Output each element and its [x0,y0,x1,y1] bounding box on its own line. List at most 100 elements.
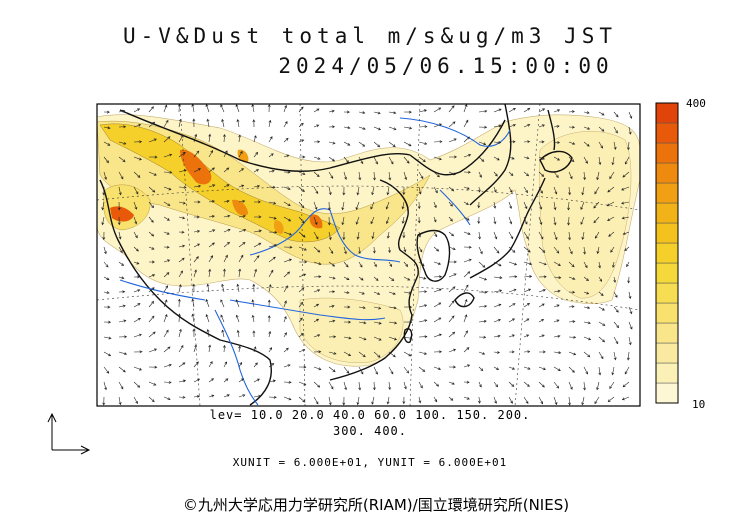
wind-arrow [235,314,240,323]
wind-arrow [538,334,545,338]
wind-arrow [163,136,171,143]
wind-arrow [343,246,347,255]
wind-arrow [598,306,605,311]
wind-vector-field [101,104,633,406]
wind-arrow [463,201,469,205]
wind-arrow [133,231,138,239]
wind-arrow [328,171,334,179]
wind-arrow [298,201,305,209]
wind-arrow [433,186,438,194]
wind-arrow [626,351,630,361]
colorbar-swatch [655,222,679,244]
wind-arrow [253,394,262,398]
wind-arrow [493,366,500,370]
wind-arrow [388,366,394,375]
wind-arrow [298,106,304,113]
wind-arrow [103,110,110,114]
wind-arrow [613,351,617,361]
wind-arrow [508,201,512,209]
wind-arrow [118,351,128,355]
wind-arrow [477,396,481,404]
map-title: U-V&Dust total m/s&ug/m3 JST [122,24,617,48]
wind-arrow [388,156,394,165]
wind-arrow [418,156,426,163]
wind-arrow [613,141,617,150]
wind-arrow [373,141,381,148]
wind-arrow [194,215,200,219]
wind-arrow [163,396,171,400]
wind-arrow [538,124,545,128]
wind-arrow [163,231,170,235]
wind-arrow [567,216,571,226]
wind-arrow [463,380,470,384]
wind-arrow [402,231,406,239]
wind-arrow [238,242,246,248]
wind-arrow [253,200,261,204]
dust-hotspot [232,199,248,216]
wind-arrow [118,125,127,129]
wind-arrow [568,396,571,406]
wind-arrow [581,396,585,406]
wind-arrow [598,261,602,269]
wind-arrow [493,289,503,293]
wind-arrow [328,319,336,323]
wind-arrow [433,275,443,279]
mekong-river [214,309,259,406]
wind-arrow [103,320,112,324]
wind-arrow [268,201,277,205]
wind-arrow [628,306,633,315]
wind-arrow [478,109,488,113]
wind-arrow [622,231,630,235]
wind-arrow [568,125,576,129]
wind-arrow [101,201,105,211]
wind-arrow [102,231,106,241]
wind-arrow [386,396,390,405]
korea-peninsula [416,229,451,282]
wind-arrow [178,257,185,263]
wind-arrow [103,291,110,294]
wind-arrow [283,104,287,113]
wind-arrow [538,186,543,194]
wind-arrow [328,231,332,241]
wind-arrow [418,261,425,267]
wind-arrow [148,381,157,386]
colorbar-max-label: 400 [686,97,706,110]
wind-arrow [238,150,243,158]
wind-arrow [433,216,437,223]
wind-arrow [538,261,547,266]
wind-arrow [268,230,278,234]
wind-arrow [553,246,560,254]
wind-arrow [463,245,472,249]
wind-arrow [194,200,201,204]
wind-arrow [538,350,546,354]
wind-arrow [313,275,322,279]
wind-arrow [133,246,139,252]
map-frame [96,103,641,407]
wind-arrow [103,305,111,309]
wind-arrow [493,276,503,280]
wind-arrow [418,231,422,238]
wind-arrow [283,216,292,222]
wind-arrow [358,321,367,325]
wind-arrow [208,378,214,383]
wind-arrow [328,304,335,308]
wind-arrow [133,275,141,279]
wind-arrow [358,261,363,268]
wind-arrow [388,306,397,310]
songhua-river [439,189,471,226]
wind-arrow [403,261,409,267]
china-coastline [329,179,419,381]
wind-arrow [553,156,561,161]
wind-arrow [493,201,497,209]
wind-arrow [401,201,405,210]
wind-arrow [221,118,225,128]
wind-arrow [313,396,319,405]
wind-arrow [433,201,437,209]
wind-arrow [178,169,187,173]
arrowhead-up-icon [47,412,57,423]
wind-arrow [327,216,331,226]
wind-arrow [220,299,225,308]
wind-arrow [117,216,121,226]
wind-arrow [538,396,543,405]
wind-arrow [118,246,123,254]
